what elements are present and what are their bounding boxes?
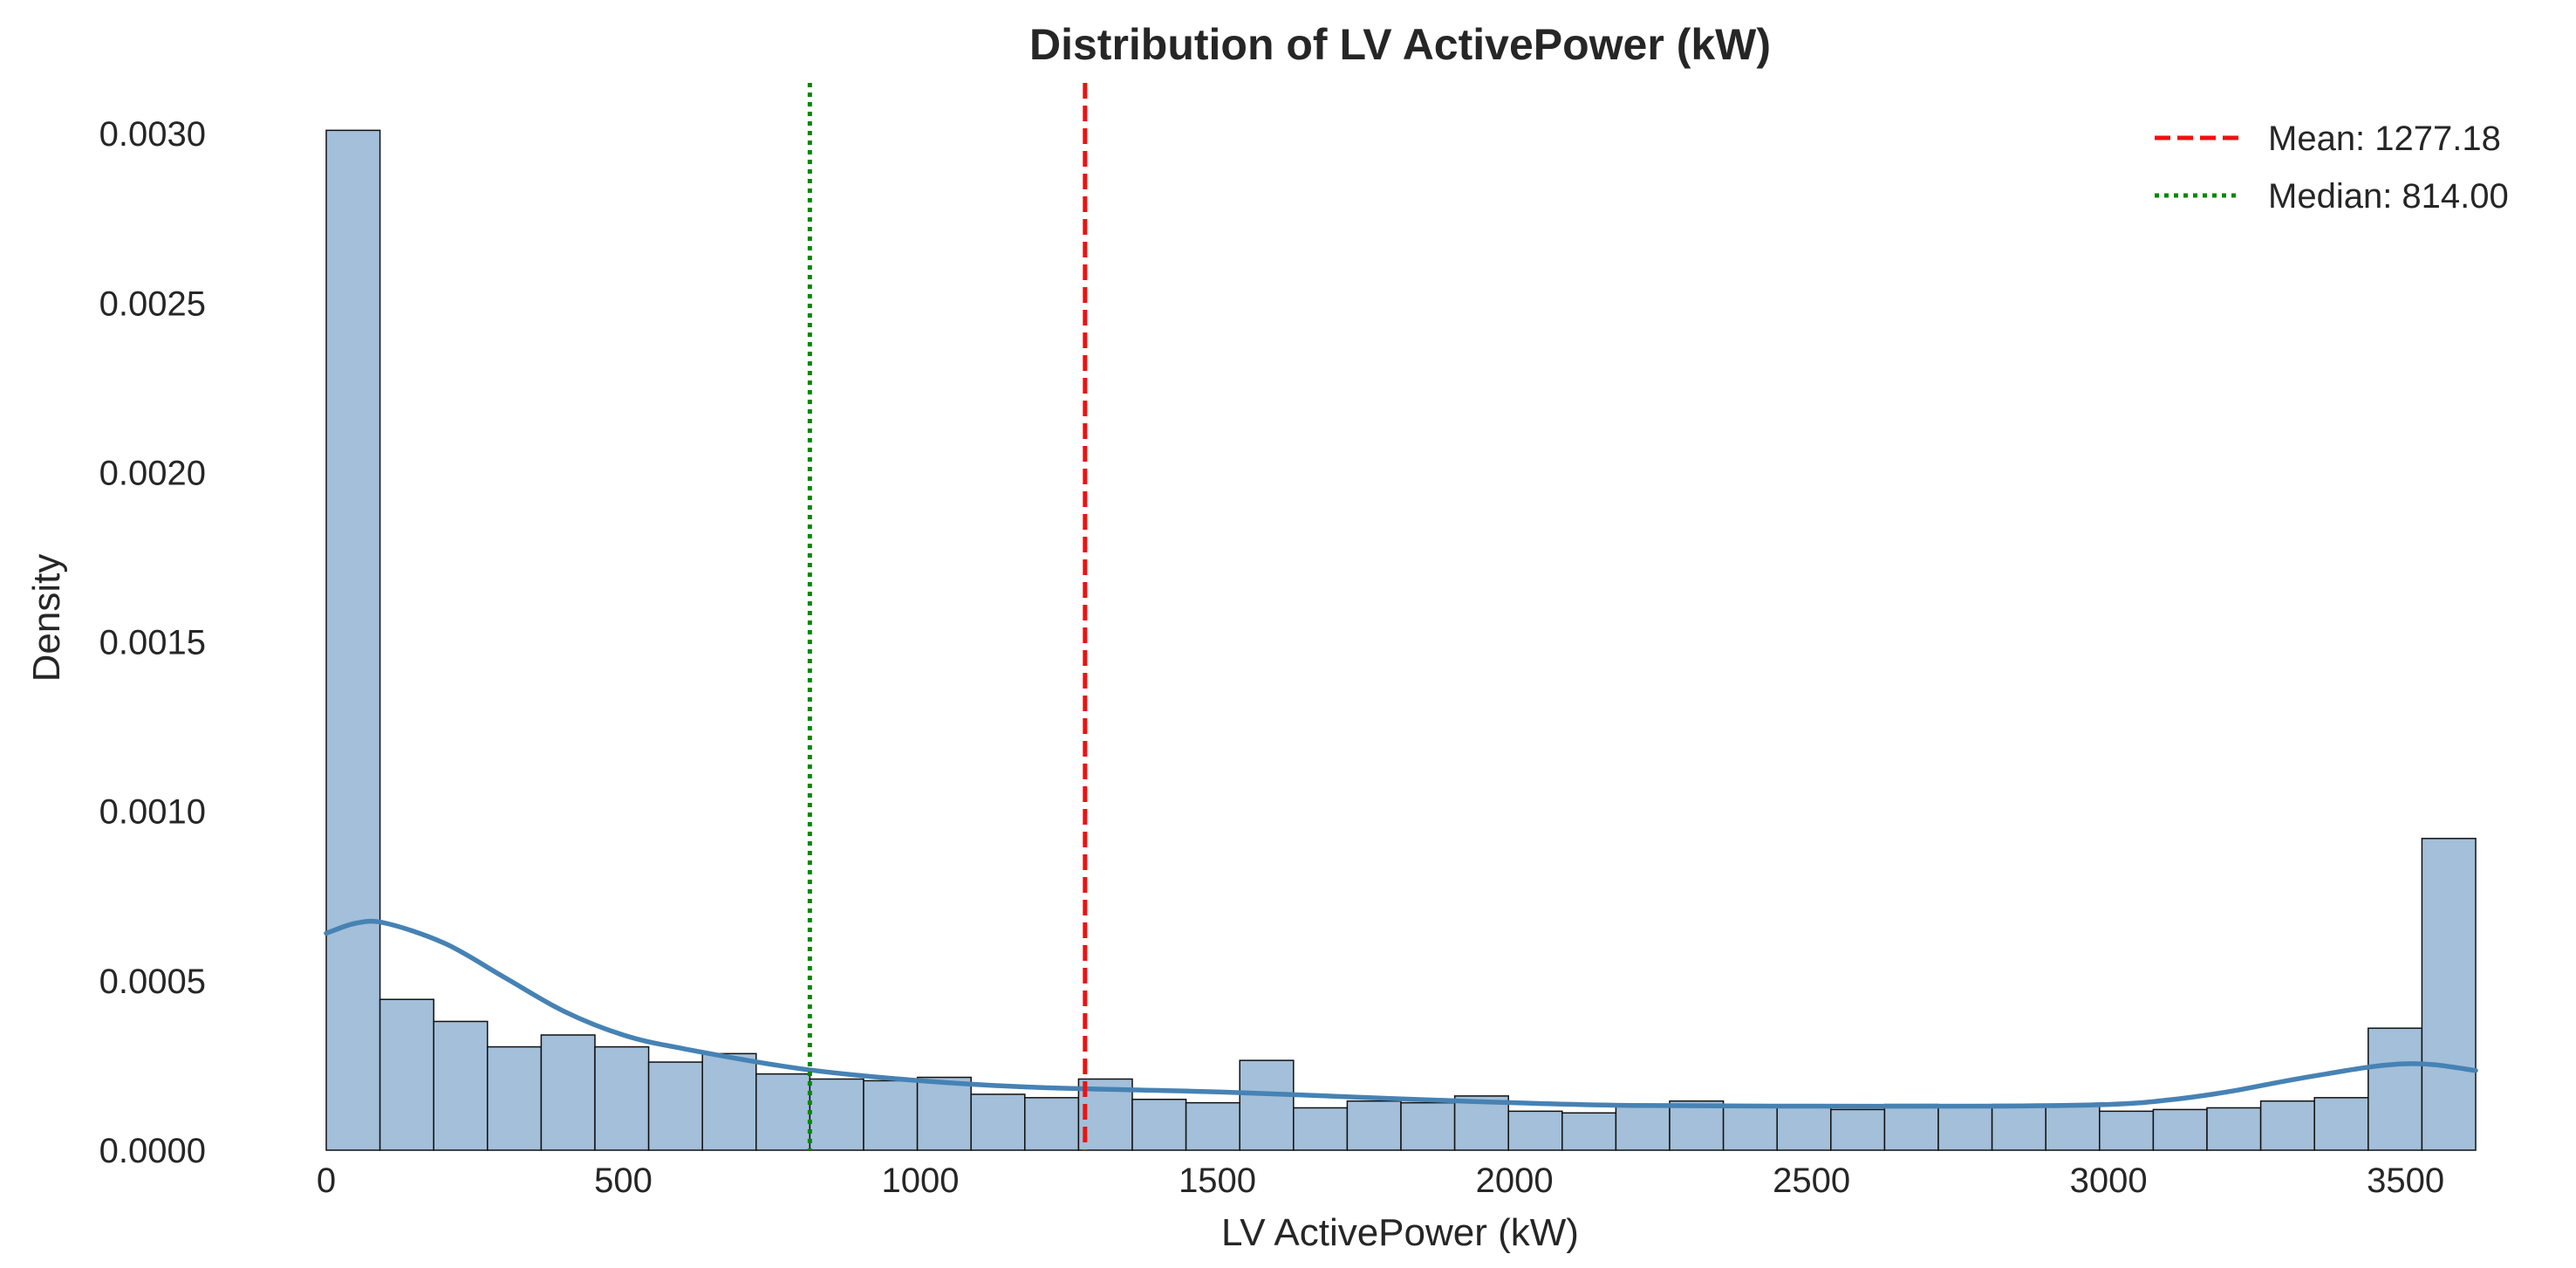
histogram-bar — [970, 1093, 1026, 1151]
histogram-bar — [2259, 1100, 2315, 1151]
histogram-bar — [1722, 1105, 1778, 1151]
histogram-bar — [325, 129, 381, 1151]
histogram-bar — [1400, 1101, 1456, 1151]
y-tick-label: 0.0010 — [99, 793, 206, 832]
histogram-bar — [2368, 1027, 2423, 1151]
histogram-bar — [594, 1045, 650, 1151]
histogram-bar — [487, 1045, 543, 1151]
histogram-bar — [433, 1020, 489, 1151]
histogram-bar — [1024, 1097, 1080, 1151]
kde-curve — [324, 918, 2478, 1109]
y-tick-label: 0.0005 — [99, 963, 206, 1001]
histogram-bar — [1131, 1099, 1187, 1151]
y-tick-label: 0.0025 — [99, 284, 206, 323]
x-axis-label: LV ActivePower (kW) — [1221, 1211, 1579, 1254]
histogram-bar — [1346, 1100, 1402, 1151]
x-tick-label: 2500 — [1773, 1162, 1850, 1200]
x-tick-label: 3000 — [2070, 1162, 2148, 1200]
histogram-bar — [2099, 1110, 2155, 1151]
x-tick-label: 1000 — [882, 1162, 960, 1200]
histogram-bar — [1991, 1103, 2046, 1151]
x-tick-label: 3500 — [2367, 1162, 2444, 1200]
y-axis-ticks: 0.0000 0.0005 0.0010 0.0015 0.0020 0.0025 0.00… — [99, 115, 206, 1170]
reference-lines — [807, 83, 1088, 1150]
kde-curve-group — [324, 918, 2478, 1109]
legend: Mean: 1277.18 Median: 814.00 — [2155, 120, 2509, 216]
histogram-bar — [1453, 1095, 1509, 1151]
histogram-bar — [2045, 1105, 2101, 1151]
histogram-bar — [1830, 1108, 1886, 1151]
legend-median-label: Median: 814.00 — [2268, 177, 2509, 216]
y-tick-label: 0.0030 — [99, 115, 206, 154]
histogram-bar — [540, 1034, 596, 1151]
x-tick-label: 1500 — [1179, 1162, 1256, 1200]
histogram-bar — [863, 1080, 919, 1151]
histogram-bar — [1883, 1103, 1939, 1151]
histogram-bar — [379, 998, 434, 1151]
histogram-bar — [2152, 1108, 2208, 1151]
legend-mean-label: Mean: 1277.18 — [2268, 120, 2501, 158]
histogram-bar — [2206, 1107, 2262, 1151]
histogram-bar — [1669, 1100, 1725, 1151]
histogram-bar — [1615, 1105, 1671, 1151]
y-axis-label: Density — [25, 554, 68, 682]
histogram-bar — [916, 1076, 972, 1151]
x-tick-label: 2000 — [1476, 1162, 1554, 1200]
histogram-bar — [1561, 1112, 1617, 1151]
x-tick-label: 0 — [317, 1162, 336, 1200]
histogram-bar — [755, 1073, 811, 1151]
histogram-bar — [1937, 1105, 1993, 1151]
histogram-bar — [647, 1061, 703, 1151]
histogram-bar — [809, 1078, 864, 1151]
histogram-bar — [1185, 1101, 1240, 1151]
histogram-bar — [1507, 1110, 1563, 1151]
histogram-bar — [2421, 838, 2477, 1151]
histogram-bar — [701, 1052, 757, 1151]
y-tick-label: 0.0000 — [99, 1132, 206, 1170]
y-tick-label: 0.0015 — [99, 624, 206, 662]
chart-title: Distribution of LV ActivePower (kW) — [1029, 20, 1771, 69]
histogram-bar — [1776, 1105, 1832, 1151]
histogram-bar — [1239, 1059, 1295, 1151]
histogram-bar — [2313, 1097, 2369, 1151]
x-axis-ticks: 0 500 1000 1500 2000 2500 3000 3500 — [317, 1162, 2444, 1200]
histogram-bar — [1293, 1107, 1349, 1151]
y-tick-label: 0.0020 — [99, 454, 206, 492]
histogram-bars — [325, 129, 2477, 1151]
x-tick-label: 500 — [594, 1162, 653, 1200]
